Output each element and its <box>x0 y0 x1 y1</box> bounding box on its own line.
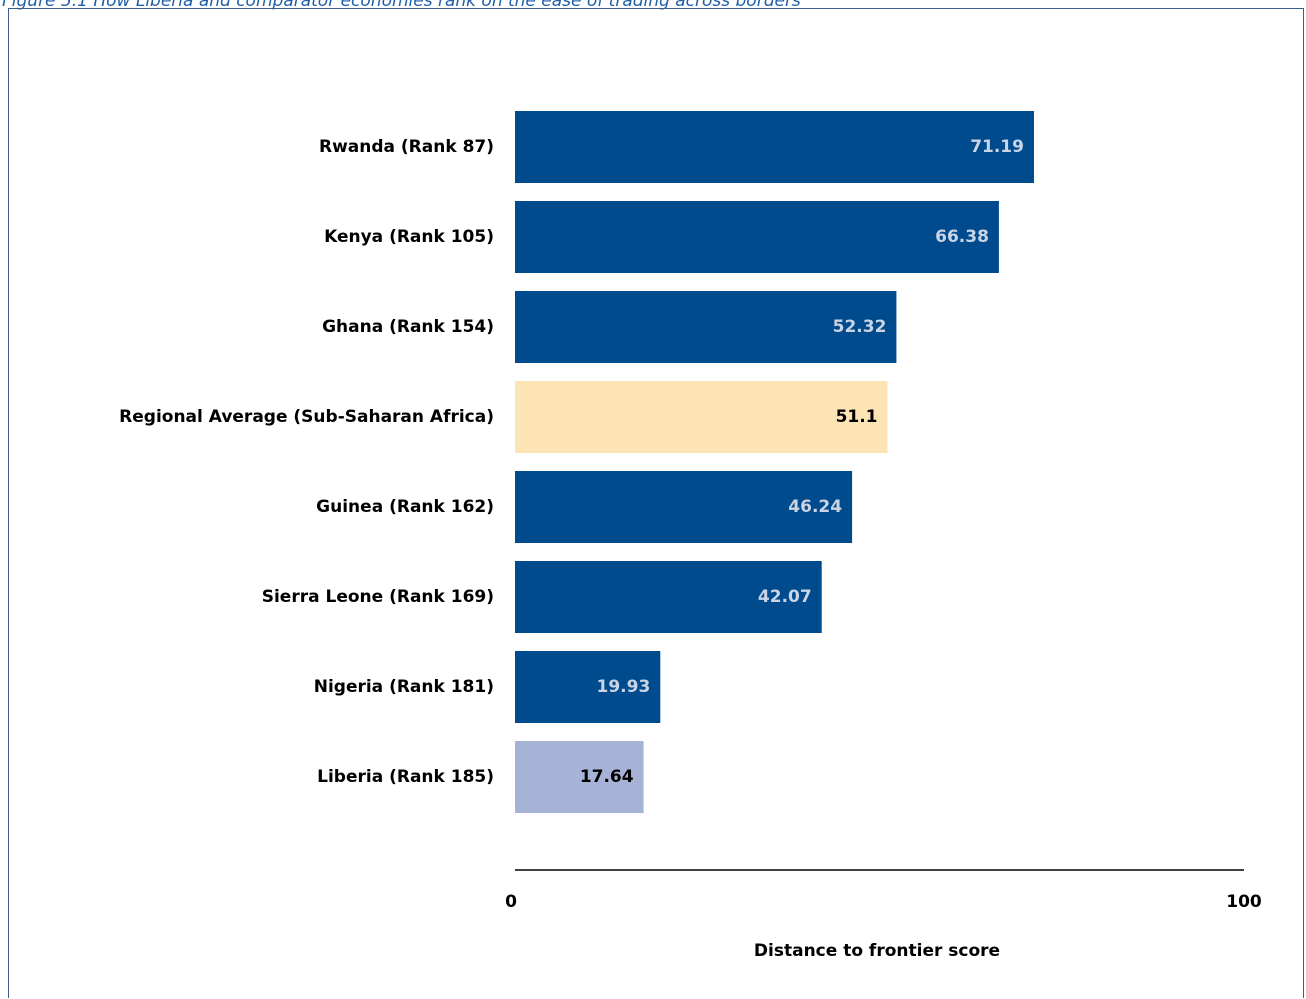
bar-group-nigeria-rank-181: Nigeria (Rank 181) 19.93 <box>314 651 661 723</box>
data-label-ghana-rank-154: 52.32 <box>833 317 887 337</box>
category-label-liberia-rank-185: Liberia (Rank 185) <box>317 767 494 787</box>
data-label-guinea-rank-162: 46.24 <box>788 497 842 517</box>
category-label-nigeria-rank-181: Nigeria (Rank 181) <box>314 677 494 697</box>
category-label-regional-average-sub-saharan-africa: Regional Average (Sub-Saharan Africa) <box>119 407 494 427</box>
x-axis-title: Distance to frontier score <box>754 941 1000 961</box>
bar-ghana-rank-154 <box>515 291 897 363</box>
bar-nigeria-rank-181 <box>515 651 661 723</box>
x-tick-label-max: 100 <box>1226 892 1262 912</box>
data-label-rwanda-rank-87: 71.19 <box>970 137 1024 157</box>
bar-liberia-rank-185 <box>515 741 644 813</box>
category-label-kenya-rank-105: Kenya (Rank 105) <box>324 227 494 247</box>
figure-frame <box>8 8 1304 998</box>
category-label-rwanda-rank-87: Rwanda (Rank 87) <box>319 137 494 157</box>
bar-group-guinea-rank-162: Guinea (Rank 162) 46.24 <box>316 471 853 543</box>
data-label-liberia-rank-185: 17.64 <box>580 767 634 787</box>
x-tick-label-min: 0 <box>505 892 517 912</box>
data-label-regional-average-sub-saharan-africa: 51.1 <box>836 407 878 427</box>
data-label-kenya-rank-105: 66.38 <box>935 227 989 247</box>
bar-rwanda-rank-87 <box>515 111 1034 183</box>
category-label-sierra-leone-rank-169: Sierra Leone (Rank 169) <box>262 587 494 607</box>
bar-guinea-rank-162 <box>515 471 853 543</box>
bar-regional-average-sub-saharan-africa <box>515 381 888 453</box>
data-label-sierra-leone-rank-169: 42.07 <box>758 587 812 607</box>
bar-sierra-leone-rank-169 <box>515 561 822 633</box>
category-label-guinea-rank-162: Guinea (Rank 162) <box>316 497 494 517</box>
bar-group-regional-average-sub-saharan-africa: Regional Average (Sub-Saharan Africa) 51.… <box>119 381 888 453</box>
figure-title: Figure 5.1 How Liberia and comparator ec… <box>2 0 801 11</box>
bar-kenya-rank-105 <box>515 201 999 273</box>
category-label-ghana-rank-154: Ghana (Rank 154) <box>322 317 494 337</box>
bar-group-kenya-rank-105: Kenya (Rank 105) 66.38 <box>324 201 999 273</box>
bars-layer: Rwanda (Rank 87) 71.19 Kenya (Rank 105) 66.… <box>119 111 1034 813</box>
data-label-nigeria-rank-181: 19.93 <box>597 677 651 697</box>
bar-group-rwanda-rank-87: Rwanda (Rank 87) 71.19 <box>319 111 1034 183</box>
bar-group-ghana-rank-154: Ghana (Rank 154) 52.32 <box>322 291 897 363</box>
bar-group-liberia-rank-185: Liberia (Rank 185) 17.64 <box>317 741 644 813</box>
bar-group-sierra-leone-rank-169: Sierra Leone (Rank 169) 42.07 <box>262 561 822 633</box>
